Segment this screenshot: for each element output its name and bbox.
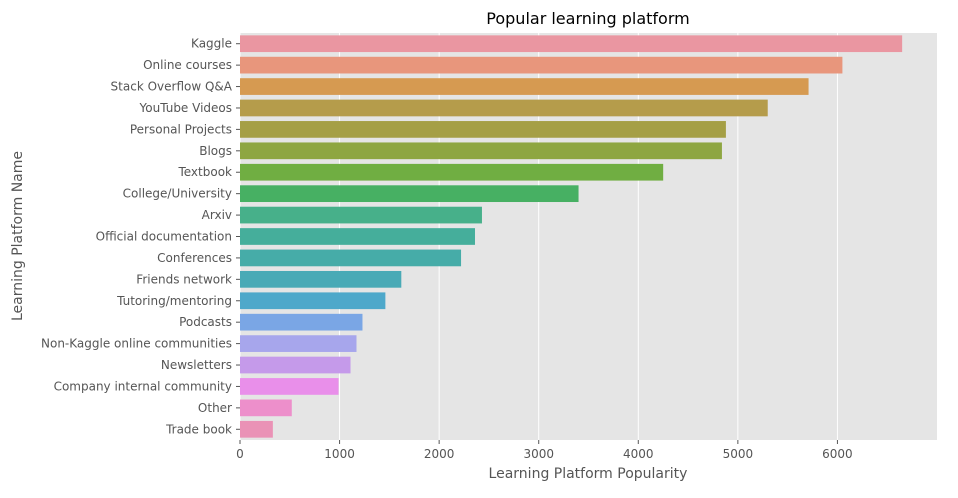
bar: [240, 78, 809, 95]
x-tick-label: 6000: [822, 447, 853, 461]
x-tick-label: 1000: [324, 447, 355, 461]
x-tick-label: 0: [236, 447, 244, 461]
bar: [240, 56, 843, 74]
bar: [240, 292, 386, 310]
y-tick-label: Arxiv: [202, 208, 232, 222]
y-tick-label: Newsletters: [161, 358, 232, 372]
y-tick-label: Non-Kaggle online communities: [41, 337, 232, 351]
y-tick-label: Blogs: [199, 144, 232, 158]
bar: [240, 335, 357, 352]
y-tick-label: Conferences: [157, 251, 232, 265]
x-tick-label: 2000: [424, 447, 455, 461]
x-tick-labels: 0 1000 2000 3000 4000 5000 6000: [236, 440, 853, 461]
x-tick-label: 3000: [523, 447, 554, 461]
bar: [240, 206, 482, 224]
bar: [240, 121, 726, 138]
y-tick-label: Other: [198, 401, 232, 415]
bar: [240, 142, 722, 160]
bar: [240, 163, 664, 181]
bar: [240, 228, 475, 245]
bar: [240, 249, 462, 267]
x-tick-label: 4000: [623, 447, 654, 461]
bar: [240, 313, 363, 331]
bars: [240, 35, 903, 438]
y-tick-label: Tutoring/mentoring: [116, 294, 232, 308]
y-tick-label: Personal Projects: [130, 122, 232, 136]
bar: [240, 399, 292, 417]
y-tick-label: Kaggle: [191, 37, 232, 51]
y-tick-label: Company internal community: [54, 379, 232, 393]
y-tick-label: College/University: [123, 187, 232, 201]
bar: [240, 356, 351, 374]
y-tick-label: Podcasts: [179, 315, 232, 329]
x-axis-title: Learning Platform Popularity: [489, 466, 688, 482]
y-tick-label: Online courses: [143, 58, 232, 72]
y-tick-labels: Kaggle Online courses Stack Overflow Q&A Yo…: [41, 37, 240, 436]
y-tick-label: Trade book: [165, 422, 232, 436]
chart-title: Popular learning platform: [486, 9, 689, 28]
y-tick-label: Official documentation: [96, 230, 232, 244]
y-axis-title: Learning Platform Name: [10, 151, 26, 321]
bar: [240, 378, 339, 395]
y-tick-label: Textbook: [177, 165, 232, 179]
bar: [240, 35, 903, 53]
bar: [240, 185, 579, 203]
y-tick-label: Stack Overflow Q&A: [111, 80, 233, 94]
y-tick-label: Friends network: [136, 272, 232, 286]
y-tick-label: YouTube Videos: [139, 101, 232, 115]
bar: [240, 420, 273, 438]
bar: [240, 270, 402, 288]
bar: [240, 99, 768, 117]
x-tick-label: 5000: [723, 447, 754, 461]
